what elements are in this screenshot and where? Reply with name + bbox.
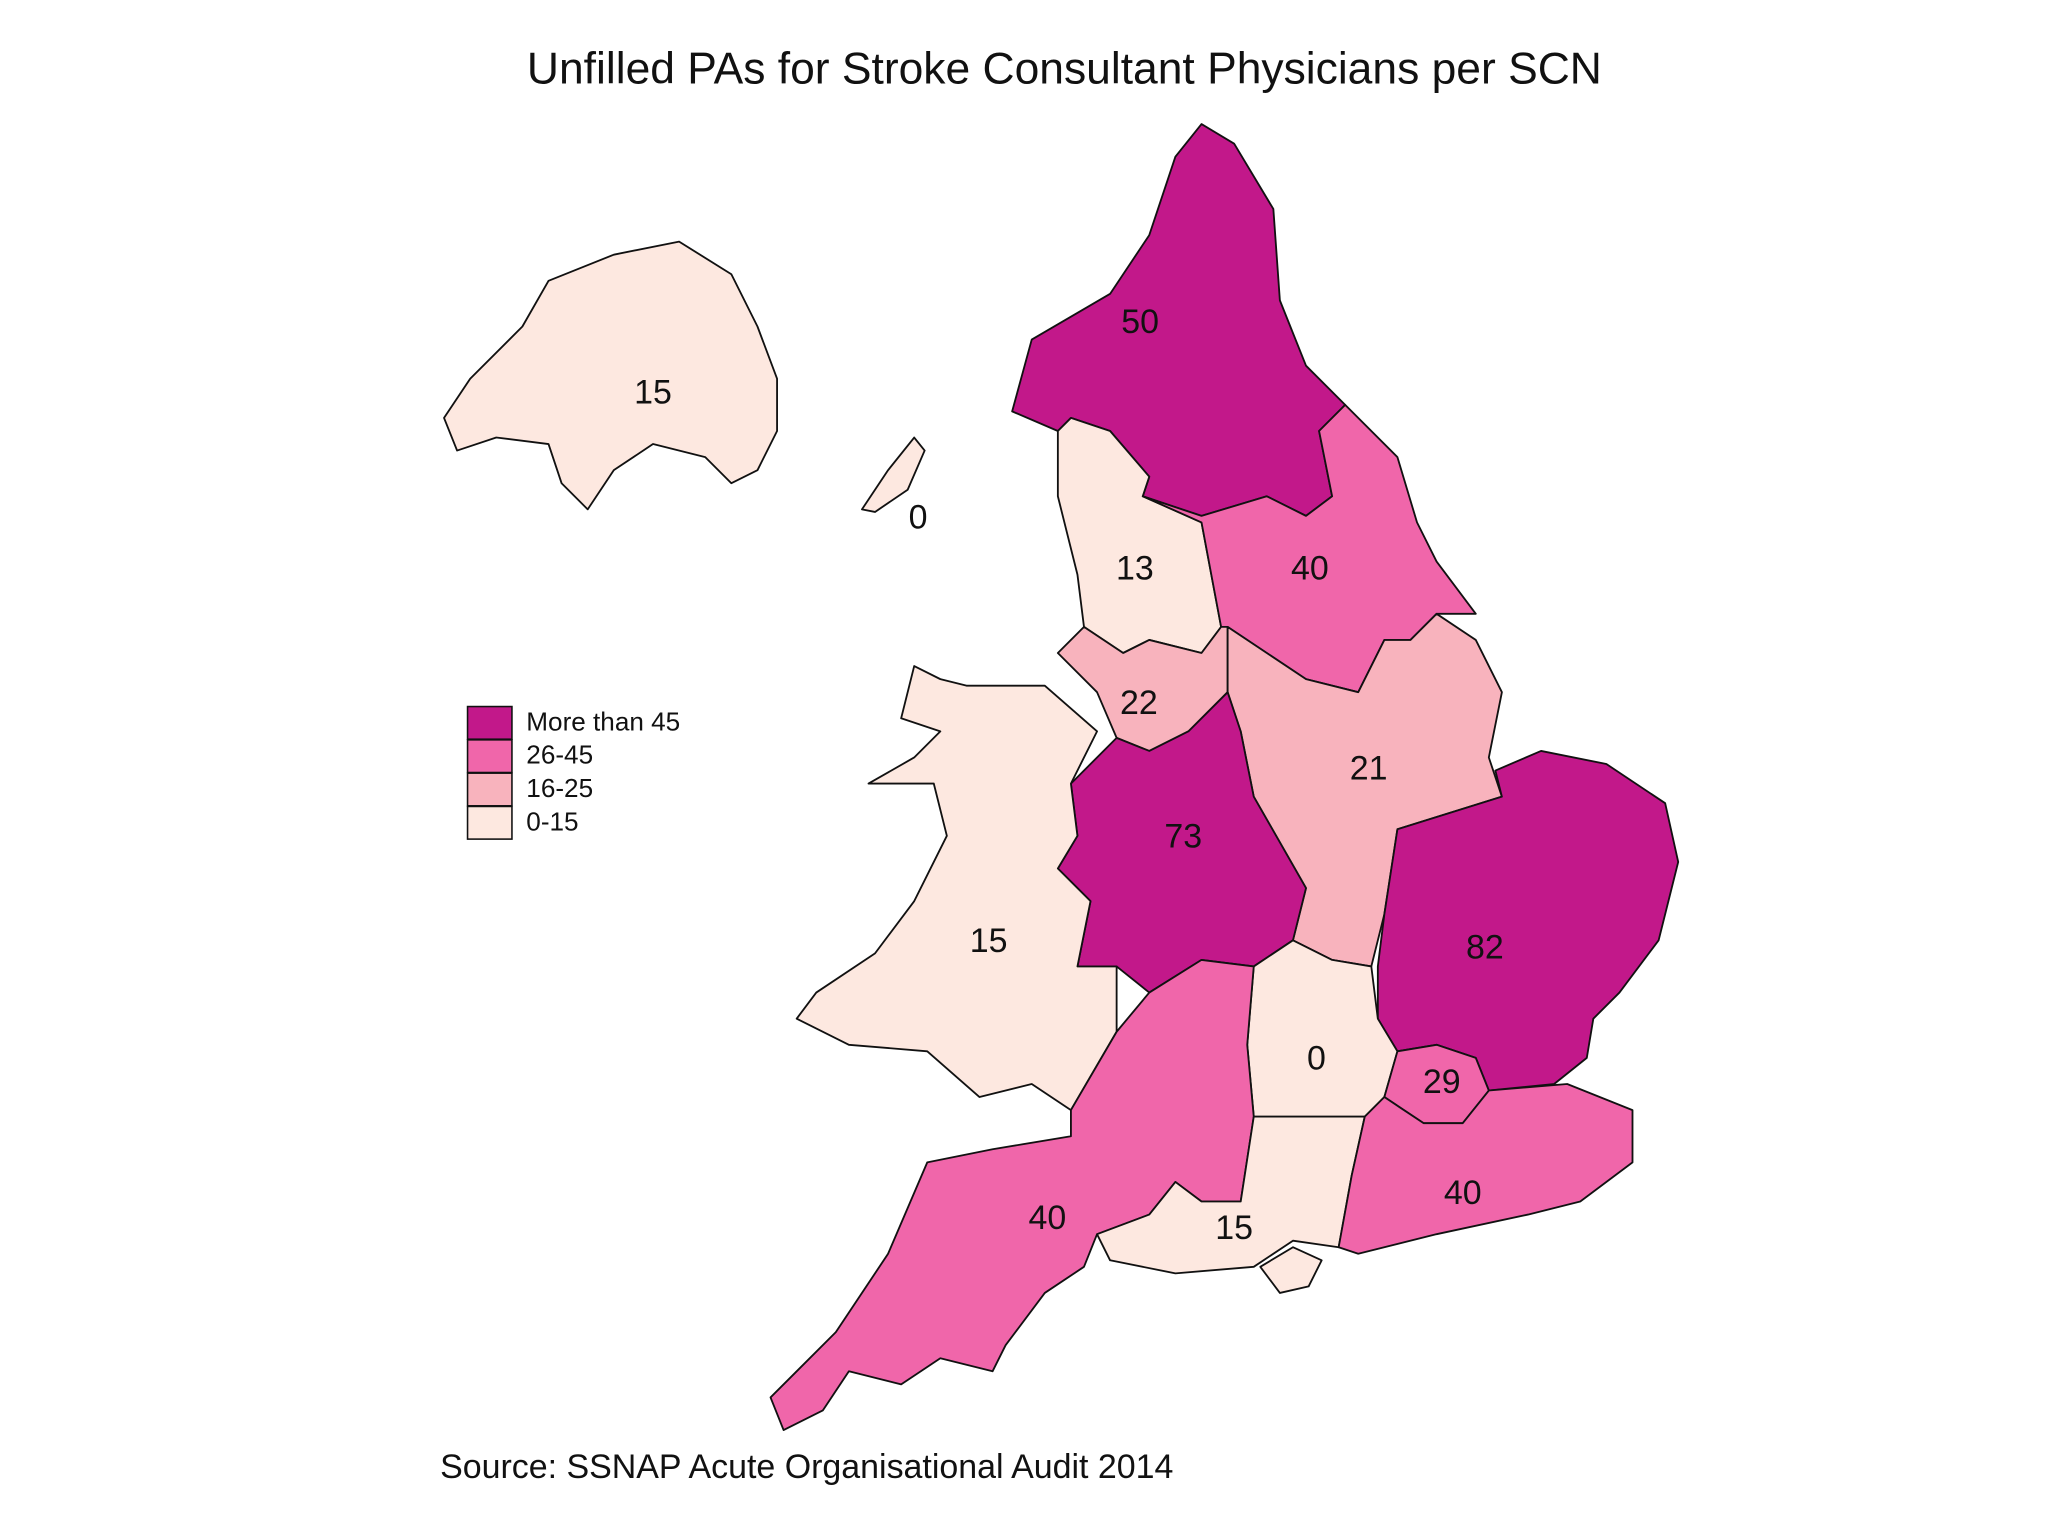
region — [1246, 939, 1399, 1118]
region-value-label: 29 — [1423, 1063, 1461, 1101]
region — [861, 436, 926, 513]
legend-label: 0-15 — [526, 806, 578, 836]
legend-swatch — [466, 805, 513, 840]
region — [795, 665, 1118, 1112]
region-value-label: 40 — [1291, 550, 1329, 588]
legend-swatch — [466, 739, 513, 774]
region-value-label: 50 — [1121, 303, 1159, 341]
region-value-label: 0 — [909, 499, 928, 537]
region-value-label: 13 — [1116, 550, 1154, 588]
region-value-label: 15 — [970, 922, 1008, 960]
region-value-label: 40 — [1444, 1174, 1482, 1212]
region-value-label: 40 — [1029, 1199, 1067, 1237]
region-value-label: 21 — [1350, 750, 1388, 788]
isle-of-wight — [1259, 1246, 1323, 1294]
legend-label: 26-45 — [526, 740, 593, 770]
map-canvas: Unfilled PAs for Stroke Consultant Physi… — [440, 45, 1680, 1486]
legend-label: 16-25 — [526, 773, 593, 803]
region-value-label: 22 — [1120, 684, 1158, 722]
region-value-label: 73 — [1164, 817, 1202, 855]
region — [443, 240, 778, 511]
legend-label: More than 45 — [526, 706, 680, 736]
legend-swatch — [466, 705, 513, 740]
region-value-label: 15 — [1215, 1209, 1253, 1247]
region — [1337, 1083, 1634, 1255]
region-value-label: 15 — [634, 373, 672, 411]
map-title: Unfilled PAs for Stroke Consultant Physi… — [527, 45, 1602, 94]
source-note: Source: SSNAP Acute Organisational Audit… — [440, 1448, 1173, 1486]
regions: 15 0 50 13 40 22 21 73 15 82 0 29 40 15 40 — [443, 123, 1680, 1431]
region-value-label: 0 — [1307, 1039, 1326, 1077]
legend-swatch — [466, 772, 513, 807]
region-value-label: 82 — [1466, 928, 1504, 966]
